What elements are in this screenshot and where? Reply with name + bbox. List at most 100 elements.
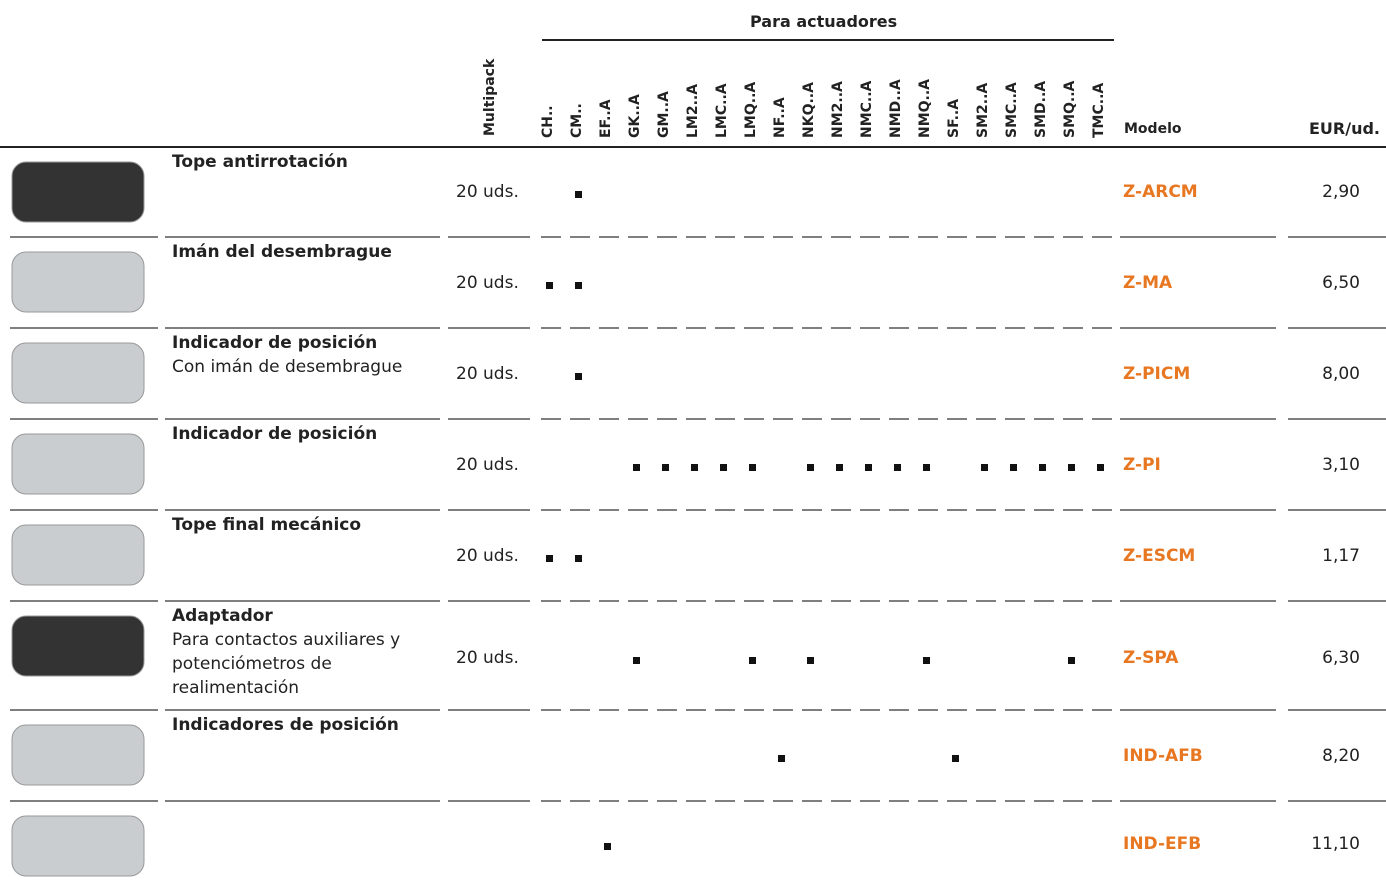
- price: 11,10: [1311, 834, 1360, 854]
- product-subtitle: Con imán de desembrague: [172, 357, 403, 377]
- compat-mark: [952, 754, 959, 762]
- compat-mark: [749, 463, 756, 471]
- product-title: Tope final mecánico: [172, 515, 362, 535]
- image-shape: [11, 161, 145, 223]
- price: 3,10: [1322, 454, 1360, 475]
- multipack-header: Multipack: [482, 58, 498, 136]
- compat-mark: [633, 657, 640, 664]
- compat-mark: [604, 843, 611, 850]
- image-shape: [11, 615, 145, 677]
- compat-mark: [981, 463, 988, 471]
- actuator-header: SF..A: [946, 98, 962, 138]
- image-shape: [11, 433, 145, 495]
- compat-mark: [575, 191, 582, 198]
- group-header: Para actuadores: [750, 12, 898, 31]
- price: 2,90: [1322, 182, 1360, 202]
- product-image: [11, 524, 145, 586]
- model: IND-EFB: [1123, 834, 1202, 854]
- model-header: Modelo: [1124, 121, 1182, 137]
- price-header: EUR/ud.: [1308, 119, 1380, 138]
- image-shape: [11, 251, 145, 313]
- multipack: 20 uds.: [456, 545, 519, 566]
- multipack: 20 uds.: [456, 648, 519, 668]
- model: Z-PICM: [1123, 363, 1191, 384]
- product-title: Indicador de posición: [172, 424, 378, 444]
- actuator-header: NMD..A: [888, 79, 904, 138]
- price: 1,17: [1322, 545, 1360, 566]
- product-title: Adaptador: [172, 606, 273, 626]
- product-title: Indicadores de posición: [172, 715, 399, 735]
- actuator-header: NMC..A: [859, 80, 875, 138]
- model: Z-MA: [1123, 272, 1173, 293]
- actuator-header: SMD..A: [1033, 80, 1049, 138]
- product-image: [11, 251, 145, 313]
- compat-mark: [923, 657, 930, 664]
- actuator-header: EF..A: [598, 99, 614, 138]
- actuator-header: CH..: [540, 105, 556, 138]
- compat-mark: [546, 554, 553, 562]
- compat-mark: [1039, 463, 1046, 471]
- product-image: [11, 342, 145, 404]
- product-image: [11, 815, 145, 877]
- actuator-header: GM..A: [656, 91, 672, 138]
- actuator-header: SM2..A: [975, 82, 991, 138]
- compat-mark: [546, 281, 553, 289]
- product-image: [11, 724, 145, 786]
- actuator-header: SMQ..A: [1062, 80, 1078, 138]
- actuator-header: LMC..A: [714, 83, 730, 138]
- model: IND-AFB: [1123, 745, 1203, 766]
- compat-mark: [778, 754, 785, 762]
- actuator-header: TMC..A: [1091, 82, 1107, 138]
- compat-mark: [633, 463, 640, 471]
- compat-mark: [575, 554, 582, 562]
- compat-mark: [894, 463, 901, 471]
- actuator-header: LM2..A: [685, 83, 701, 138]
- model: Z-SPA: [1123, 648, 1179, 668]
- compat-mark: [749, 657, 756, 664]
- actuator-header: CM..: [569, 103, 585, 138]
- multipack: 20 uds.: [456, 272, 519, 293]
- multipack: 20 uds.: [456, 454, 519, 475]
- actuator-header: LMQ..A: [743, 81, 759, 138]
- product-title: Imán del desembrague: [172, 242, 392, 262]
- image-shape: [11, 815, 145, 877]
- product-title: Indicador de posición: [172, 333, 378, 353]
- compat-mark: [662, 463, 669, 471]
- compat-mark: [836, 463, 843, 471]
- actuator-header: NM2..A: [830, 81, 846, 138]
- compat-mark: [807, 463, 814, 471]
- compat-mark: [807, 657, 814, 664]
- compat-mark: [1068, 463, 1075, 471]
- actuator-header: NKQ..A: [801, 82, 817, 138]
- multipack: 20 uds.: [456, 182, 519, 202]
- compat-mark: [720, 463, 727, 471]
- product-image: [11, 615, 145, 677]
- product-image: [11, 433, 145, 495]
- image-shape: [11, 342, 145, 404]
- compat-mark: [865, 463, 872, 471]
- actuator-header: NF..A: [772, 97, 788, 138]
- compat-mark: [1010, 463, 1017, 471]
- price: 6,50: [1322, 272, 1360, 293]
- product-image: [11, 161, 145, 223]
- compat-mark: [691, 463, 698, 471]
- price: 8,00: [1322, 363, 1360, 384]
- image-shape: [11, 724, 145, 786]
- actuator-header: GK..A: [627, 94, 643, 138]
- compat-mark: [1097, 463, 1104, 471]
- model: Z-PI: [1123, 454, 1161, 475]
- image-shape: [11, 524, 145, 586]
- product-subtitle: Para contactos auxiliares y potenciómetr…: [172, 630, 401, 698]
- model: Z-ARCM: [1123, 182, 1198, 202]
- compat-mark: [1068, 657, 1075, 664]
- compat-mark: [575, 281, 582, 289]
- actuator-header: SMC..A: [1004, 82, 1020, 138]
- product-title: Tope antirrotación: [172, 152, 348, 172]
- multipack: 20 uds.: [456, 363, 519, 384]
- model: Z-ESCM: [1123, 545, 1196, 566]
- price: 8,20: [1322, 745, 1360, 766]
- compat-mark: [923, 463, 930, 471]
- actuator-header: NMQ..A: [917, 78, 933, 138]
